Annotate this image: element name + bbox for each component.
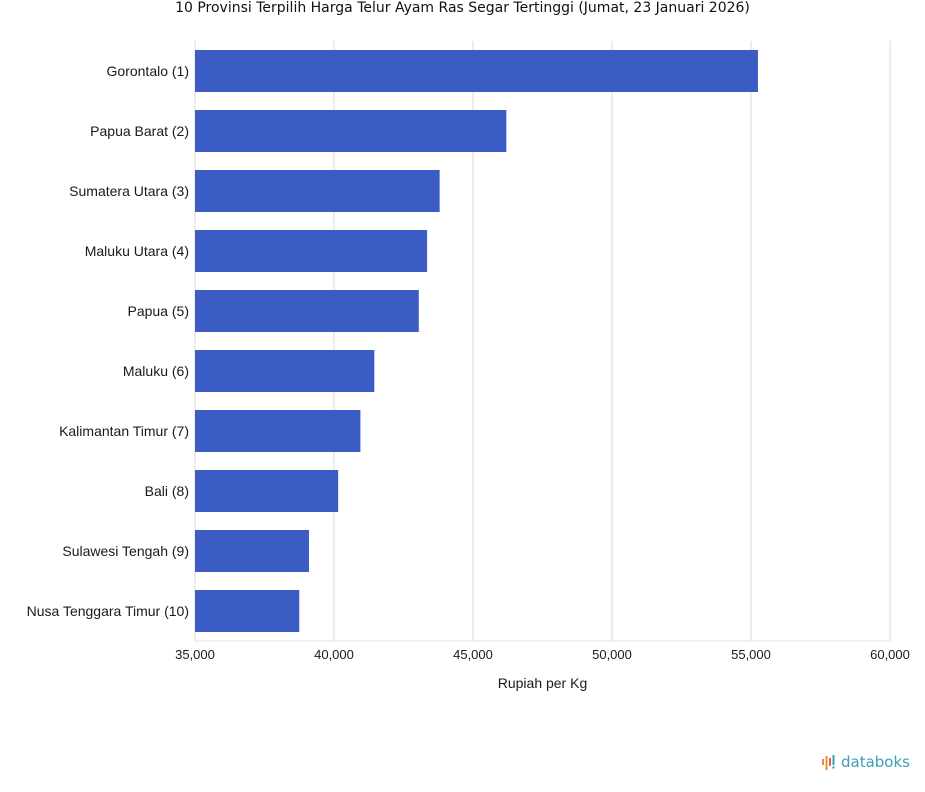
x-axis-title: Rupiah per Kg bbox=[498, 675, 588, 691]
x-axis-ticks: 35,000 40,000 45,000 50,000 55,000 60,000 bbox=[175, 647, 910, 662]
bar[interactable] bbox=[195, 170, 440, 212]
brand-name: databoks bbox=[841, 753, 910, 771]
y-category-label: Nusa Tenggara Timur (10) bbox=[27, 603, 189, 619]
y-category-label: Bali (8) bbox=[145, 483, 189, 499]
bar[interactable] bbox=[195, 290, 419, 332]
bars bbox=[195, 50, 758, 632]
bar[interactable] bbox=[195, 230, 428, 272]
y-category-label: Maluku (6) bbox=[123, 363, 189, 379]
bar[interactable] bbox=[195, 530, 309, 572]
y-category-label: Kalimantan Timur (7) bbox=[59, 423, 189, 439]
databoks-logo-icon bbox=[822, 755, 835, 771]
chart-title: 10 Provinsi Terpilih Harga Telur Ayam Ra… bbox=[175, 0, 750, 16]
bar[interactable] bbox=[195, 470, 339, 512]
y-category-label: Sulawesi Tengah (9) bbox=[62, 543, 189, 559]
y-axis-labels: Gorontalo (1) Papua Barat (2) Sumatera Uta… bbox=[27, 63, 189, 619]
y-category-label: Papua Barat (2) bbox=[90, 123, 189, 139]
brand-logo: databoks bbox=[821, 753, 910, 771]
bar[interactable] bbox=[195, 350, 375, 392]
x-tick-label: 60,000 bbox=[870, 647, 910, 662]
bar[interactable] bbox=[195, 50, 758, 92]
bar[interactable] bbox=[195, 590, 300, 632]
x-tick-label: 55,000 bbox=[731, 647, 771, 662]
x-tick-label: 35,000 bbox=[175, 647, 215, 662]
x-tick-label: 45,000 bbox=[453, 647, 493, 662]
bar[interactable] bbox=[195, 410, 361, 452]
y-category-label: Maluku Utara (4) bbox=[85, 243, 189, 259]
x-tick-label: 40,000 bbox=[314, 647, 354, 662]
x-tick-label: 50,000 bbox=[592, 647, 632, 662]
bar[interactable] bbox=[195, 110, 507, 152]
y-category-label: Sumatera Utara (3) bbox=[69, 183, 189, 199]
y-category-label: Papua (5) bbox=[128, 303, 189, 319]
y-category-label: Gorontalo (1) bbox=[107, 63, 189, 79]
